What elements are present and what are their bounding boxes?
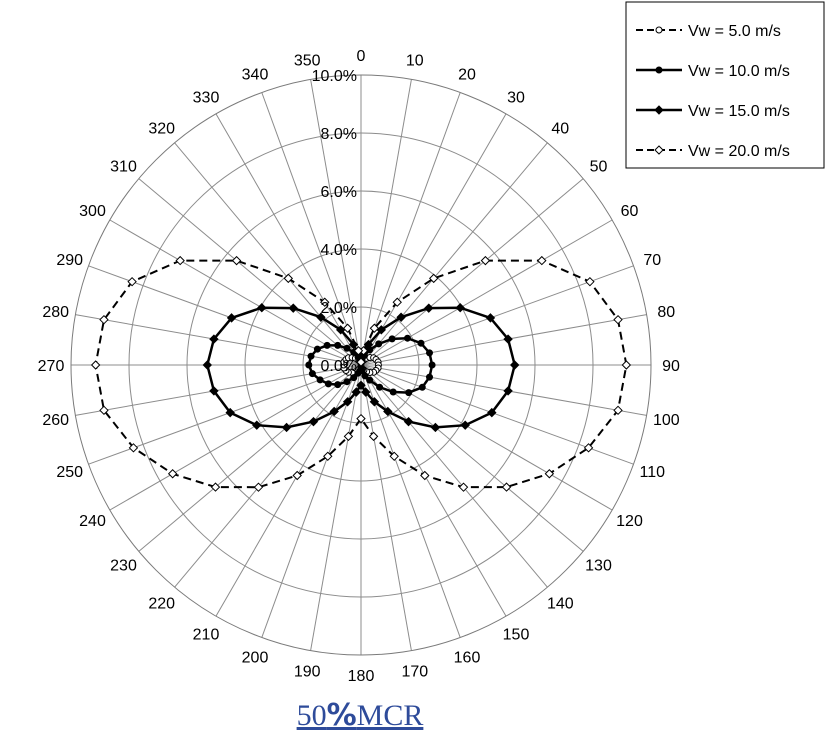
legend: Vw = 5.0 m/s Vw = 10.0 m/s Vw = 15.0 m/s Vw… [626,2,824,168]
data-point [176,257,184,265]
angle-tick-label: 0 [357,48,366,65]
angle-tick-label: 170 [401,663,428,680]
data-point [309,371,315,377]
data-point [622,361,630,369]
radial-tick-label: 2.0% [321,300,357,317]
angle-tick-label: 320 [148,121,175,138]
radial-tick-label: 6.0% [321,184,357,201]
spoke-140 [361,365,547,587]
data-point [419,384,425,390]
data-point [614,316,622,324]
spoke-220 [175,365,361,587]
radial-tick-label: 8.0% [321,126,357,143]
data-point [324,342,330,348]
angle-tick-label: 140 [547,596,574,613]
data-point [317,377,323,383]
data-point [308,353,314,359]
data-point [203,361,211,369]
radial-tick-label: 0.0% [321,358,357,375]
radial-tick-label: 10.0% [312,68,357,85]
angle-tick-label: 260 [42,412,69,429]
angle-tick-label: 240 [79,513,106,530]
data-point [344,379,350,385]
angle-tick-label: 10 [406,53,424,70]
data-point [344,345,350,351]
data-point [377,384,383,390]
angle-tick-label: 150 [503,627,530,644]
angle-tick-label: 280 [42,304,69,321]
angle-tick-label: 60 [621,203,639,220]
angle-tick-label: 100 [653,412,680,429]
data-point [461,421,469,429]
angle-tick-label: 90 [662,358,680,375]
angle-tick-label: 190 [294,663,321,680]
data-point [538,257,546,265]
data-point [429,362,435,368]
caption-percent: % [327,698,357,733]
caption-suffix: MCR [357,699,424,732]
angle-tick-label: 340 [242,67,269,84]
legend-label: Vw = 5.0 m/s [688,23,781,40]
spoke-40 [361,143,547,365]
legend-label: Vw = 15.0 m/s [688,103,790,120]
angle-tick-label: 210 [193,627,220,644]
data-point [344,324,352,332]
angle-tick-label: 270 [38,358,65,375]
angle-tick-label: 250 [56,464,83,481]
data-point [427,374,433,380]
data-point [406,390,412,396]
data-point [335,342,341,348]
angle-tick-label: 40 [551,121,569,138]
angle-tick-label: 80 [657,304,675,321]
angle-tick-label: 180 [348,668,375,685]
chart-caption: 50%MCR [0,698,720,733]
data-point [253,421,261,429]
data-point [390,389,396,395]
angle-tick-label: 130 [585,557,612,574]
angle-tick-label: 70 [643,252,661,269]
legend-marker [656,67,662,73]
data-point [325,381,331,387]
angle-tick-label: 290 [56,252,83,269]
caption-number: 50 [297,699,327,732]
data-point [351,375,357,381]
angle-tick-label: 30 [507,90,525,107]
data-point [389,336,395,342]
legend-label: Vw = 10.0 m/s [688,63,790,80]
data-point [511,361,519,369]
angle-tick-label: 160 [454,649,481,666]
angle-tick-label: 220 [148,596,175,613]
angle-tick-label: 310 [110,159,137,176]
data-point [92,361,100,369]
data-point [314,346,320,352]
radial-tick-label: 4.0% [321,242,357,259]
data-point [376,341,382,347]
angle-tick-label: 330 [193,90,220,107]
angle-tick-label: 230 [110,557,137,574]
angle-tick-label: 20 [458,67,476,84]
data-point [335,382,341,388]
angle-tick-label: 200 [242,649,269,666]
angle-tick-label: 110 [640,464,666,481]
data-point [418,340,424,346]
data-point [306,362,312,368]
angle-tick-label: 300 [79,203,106,220]
legend-label: Vw = 20.0 m/s [688,143,790,160]
data-point [586,278,594,286]
angle-tick-label: 120 [616,513,643,530]
angle-tick-label: 50 [590,159,608,176]
data-point [169,470,177,478]
legend-marker [656,27,662,33]
data-point [405,335,411,341]
spoke-310 [139,179,361,365]
data-point [427,350,433,356]
